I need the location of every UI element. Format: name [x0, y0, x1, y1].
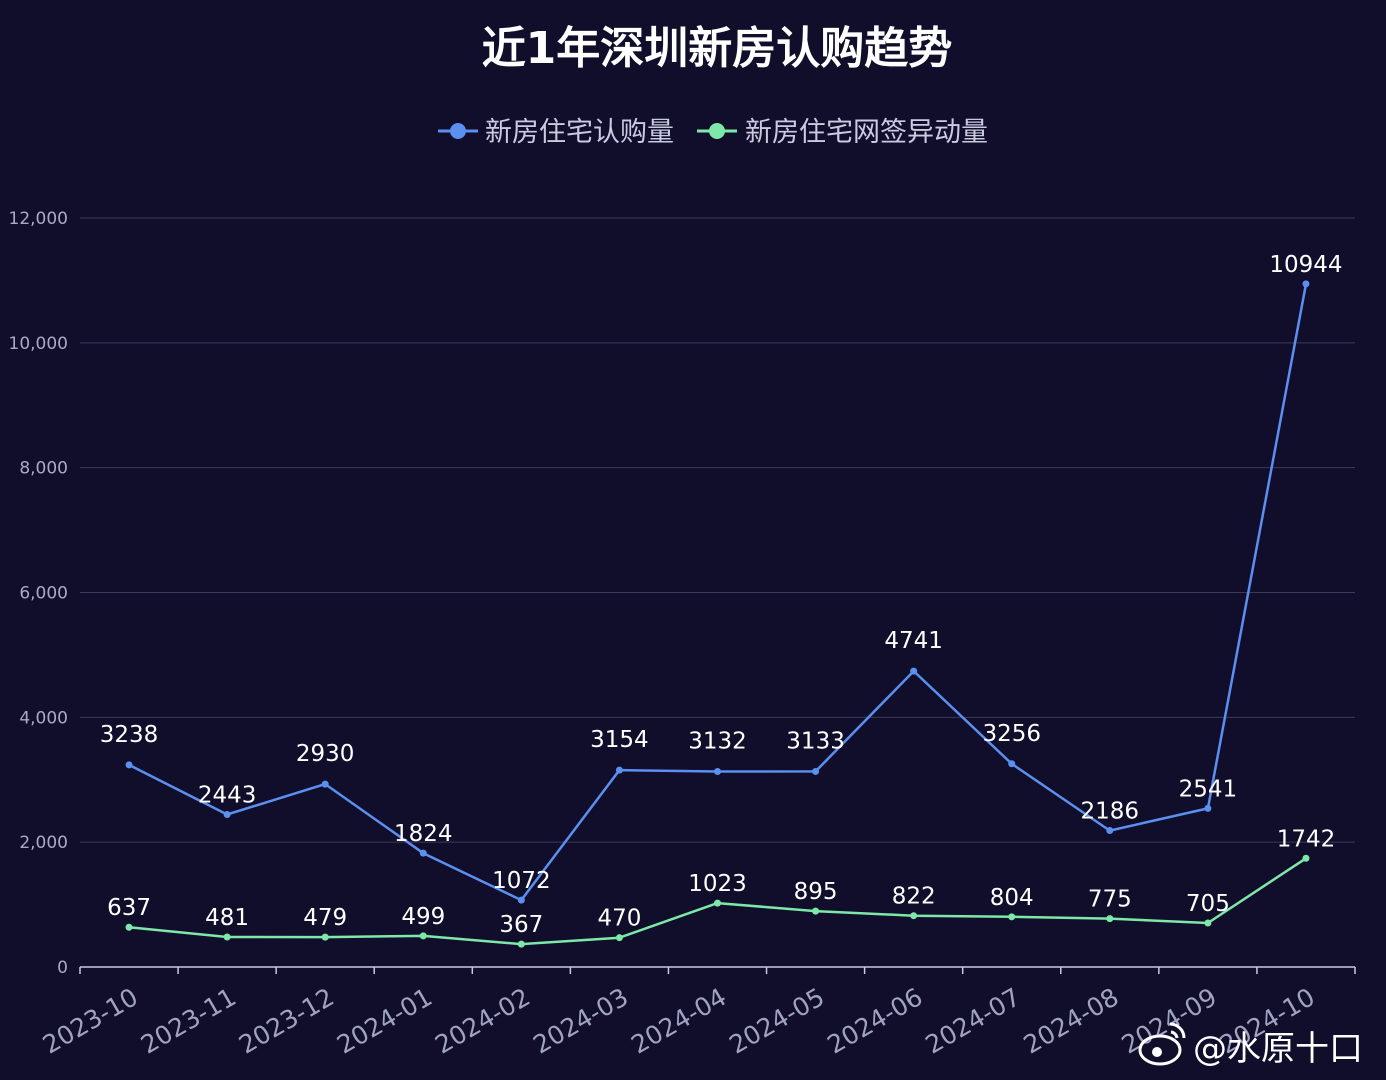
data-label: 1023	[688, 871, 747, 897]
y-tick-label: 2,000	[19, 833, 68, 853]
y-axis: 0 2,000 4,000 6,000 8,000 10,000 12,000	[9, 209, 68, 978]
legend-item-subscriptions[interactable]: 新房住宅认购量	[438, 117, 674, 148]
data-label: 3133	[786, 728, 845, 754]
data-point[interactable]	[517, 940, 525, 948]
y-tick-label: 0	[57, 958, 68, 978]
y-tick-label: 4,000	[19, 708, 68, 728]
data-label: 3154	[590, 727, 649, 753]
data-label: 2186	[1081, 799, 1140, 825]
data-point[interactable]	[223, 933, 231, 941]
data-point[interactable]	[910, 912, 918, 920]
x-tick-label: 2023-10	[38, 982, 143, 1059]
data-label: 479	[303, 905, 347, 931]
data-label: 775	[1088, 887, 1132, 913]
data-label: 804	[990, 885, 1034, 911]
weibo-icon	[1138, 1022, 1186, 1066]
y-tick-label: 10,000	[9, 334, 68, 354]
legend-label-subscriptions: 新房住宅认购量	[485, 117, 674, 148]
data-label: 3238	[100, 722, 159, 748]
legend-marker-subscriptions	[450, 123, 466, 139]
data-label: 10944	[1269, 252, 1342, 278]
x-tick-label: 2024-07	[921, 982, 1026, 1059]
data-point[interactable]	[419, 932, 427, 940]
data-point[interactable]	[1204, 804, 1212, 812]
x-tick-label: 2024-03	[528, 982, 633, 1059]
plot-area: 3238 2443 2930 1824 1072 3154 3132 3133 4741 3256…	[100, 252, 1343, 948]
data-point[interactable]	[812, 907, 820, 915]
x-tick-label: 2024-06	[822, 982, 927, 1059]
chart-title: 近1年深圳新房认购趋势	[482, 23, 953, 74]
data-point[interactable]	[1302, 280, 1310, 288]
legend-marker-signings	[709, 123, 725, 139]
data-label: 2443	[198, 783, 257, 809]
series-2: 637 481 479 499 367 470 1023 895 822 804 775 705 174…	[107, 826, 1336, 948]
data-label: 2541	[1179, 776, 1238, 802]
data-point[interactable]	[1302, 854, 1310, 862]
data-point[interactable]	[910, 667, 918, 675]
x-tick-label: 2023-11	[136, 982, 241, 1059]
data-label: 3256	[982, 721, 1041, 747]
y-tick-label: 6,000	[19, 584, 68, 604]
data-point[interactable]	[1106, 915, 1114, 923]
data-label: 1824	[394, 821, 453, 847]
data-label: 705	[1186, 891, 1230, 917]
data-label: 822	[892, 884, 936, 910]
x-tick-label: 2024-08	[1019, 982, 1124, 1059]
data-point[interactable]	[615, 766, 623, 774]
data-point[interactable]	[223, 811, 231, 819]
x-axis: 2023-102023-112023-122024-012024-022024-…	[38, 966, 1356, 1060]
data-point[interactable]	[714, 899, 721, 907]
x-tick-label: 2024-02	[430, 982, 535, 1059]
data-label: 3132	[688, 729, 747, 755]
data-label: 1072	[492, 868, 551, 894]
data-point[interactable]	[1204, 919, 1212, 927]
data-point[interactable]	[517, 896, 525, 904]
data-label: 895	[794, 879, 838, 905]
legend-item-signings[interactable]: 新房住宅网签异动量	[697, 117, 988, 148]
data-point[interactable]	[1008, 913, 1016, 921]
data-point[interactable]	[1106, 827, 1114, 835]
data-point[interactable]	[321, 933, 329, 941]
data-label: 1742	[1277, 826, 1336, 852]
y-tick-label: 12,000	[9, 209, 68, 229]
data-label: 470	[597, 906, 641, 932]
data-point[interactable]	[125, 923, 133, 931]
data-point[interactable]	[714, 768, 721, 776]
data-point[interactable]	[419, 849, 427, 857]
data-label: 481	[205, 905, 249, 931]
data-point[interactable]	[615, 934, 623, 942]
data-label: 2930	[296, 741, 355, 767]
legend[interactable]: 新房住宅认购量 新房住宅网签异动量	[438, 117, 988, 148]
series-1: 3238 2443 2930 1824 1072 3154 3132 3133 4741 3256…	[100, 252, 1343, 904]
x-tick-label: 2023-12	[234, 982, 339, 1059]
x-tick-label: 2024-04	[626, 982, 731, 1059]
x-tick-label: 2024-05	[724, 982, 829, 1059]
gridlines	[80, 217, 1355, 843]
data-label: 367	[499, 912, 543, 938]
data-label: 499	[401, 904, 445, 930]
data-point[interactable]	[812, 767, 820, 775]
data-point[interactable]	[321, 780, 329, 788]
watermark: @水原十口	[1138, 1022, 1363, 1069]
data-label: 637	[107, 895, 151, 921]
watermark-text: @水原十口	[1193, 1029, 1363, 1069]
y-tick-label: 8,000	[19, 459, 68, 479]
x-tick-label: 2024-01	[332, 982, 437, 1059]
data-point[interactable]	[125, 761, 133, 769]
legend-label-signings: 新房住宅网签异动量	[745, 117, 988, 148]
data-point[interactable]	[1008, 760, 1016, 768]
data-label: 4741	[884, 628, 943, 654]
